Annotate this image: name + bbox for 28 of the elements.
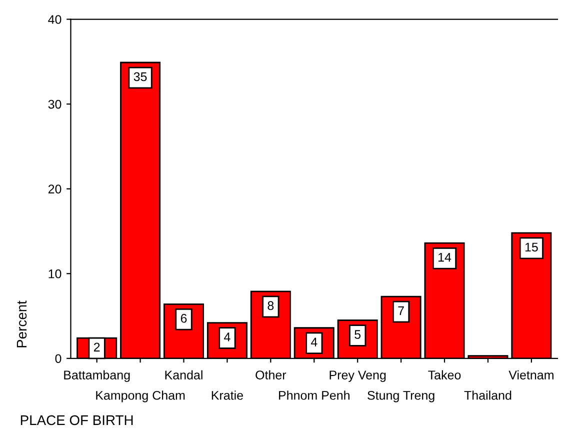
data-label: 4	[224, 332, 230, 342]
data-label: 14	[438, 252, 452, 262]
x-tick-label: Kampong Cham	[96, 390, 185, 402]
y-tick-label: 30	[48, 100, 62, 109]
x-tick-label: Vietnam	[508, 370, 554, 380]
data-label: 4	[310, 338, 318, 346]
y-tick-label: 20	[48, 184, 62, 194]
x-tick-label: Stung Treng	[368, 390, 434, 402]
x-tick-label: Prey Veng	[330, 370, 386, 382]
data-label: 35	[134, 72, 147, 82]
y-axis-title: Percent	[16, 300, 27, 348]
x-tick-label: Kandal	[165, 370, 202, 380]
y-tick-label: 10	[48, 269, 62, 278]
data-label: 15	[525, 242, 538, 252]
data-label: 5	[354, 330, 361, 339]
x-tick-label: Battambang	[64, 370, 130, 382]
x-tick-label: Other	[256, 370, 286, 380]
y-tick-label: 0	[55, 354, 62, 364]
data-label: 7	[398, 306, 404, 315]
x-tick-label: Thailand	[464, 390, 512, 400]
data-label: 2	[94, 342, 100, 352]
data-label: 8	[268, 301, 274, 310]
x-tick-label: Kratie	[212, 390, 243, 400]
x-tick-label: Phnom Penh	[279, 390, 350, 400]
x-tick-label: Takeo	[428, 370, 461, 380]
y-tick-label: 40	[48, 15, 62, 24]
x-axis-title: PLACE OF BIRTH	[20, 415, 133, 426]
data-label: 6	[180, 314, 187, 323]
